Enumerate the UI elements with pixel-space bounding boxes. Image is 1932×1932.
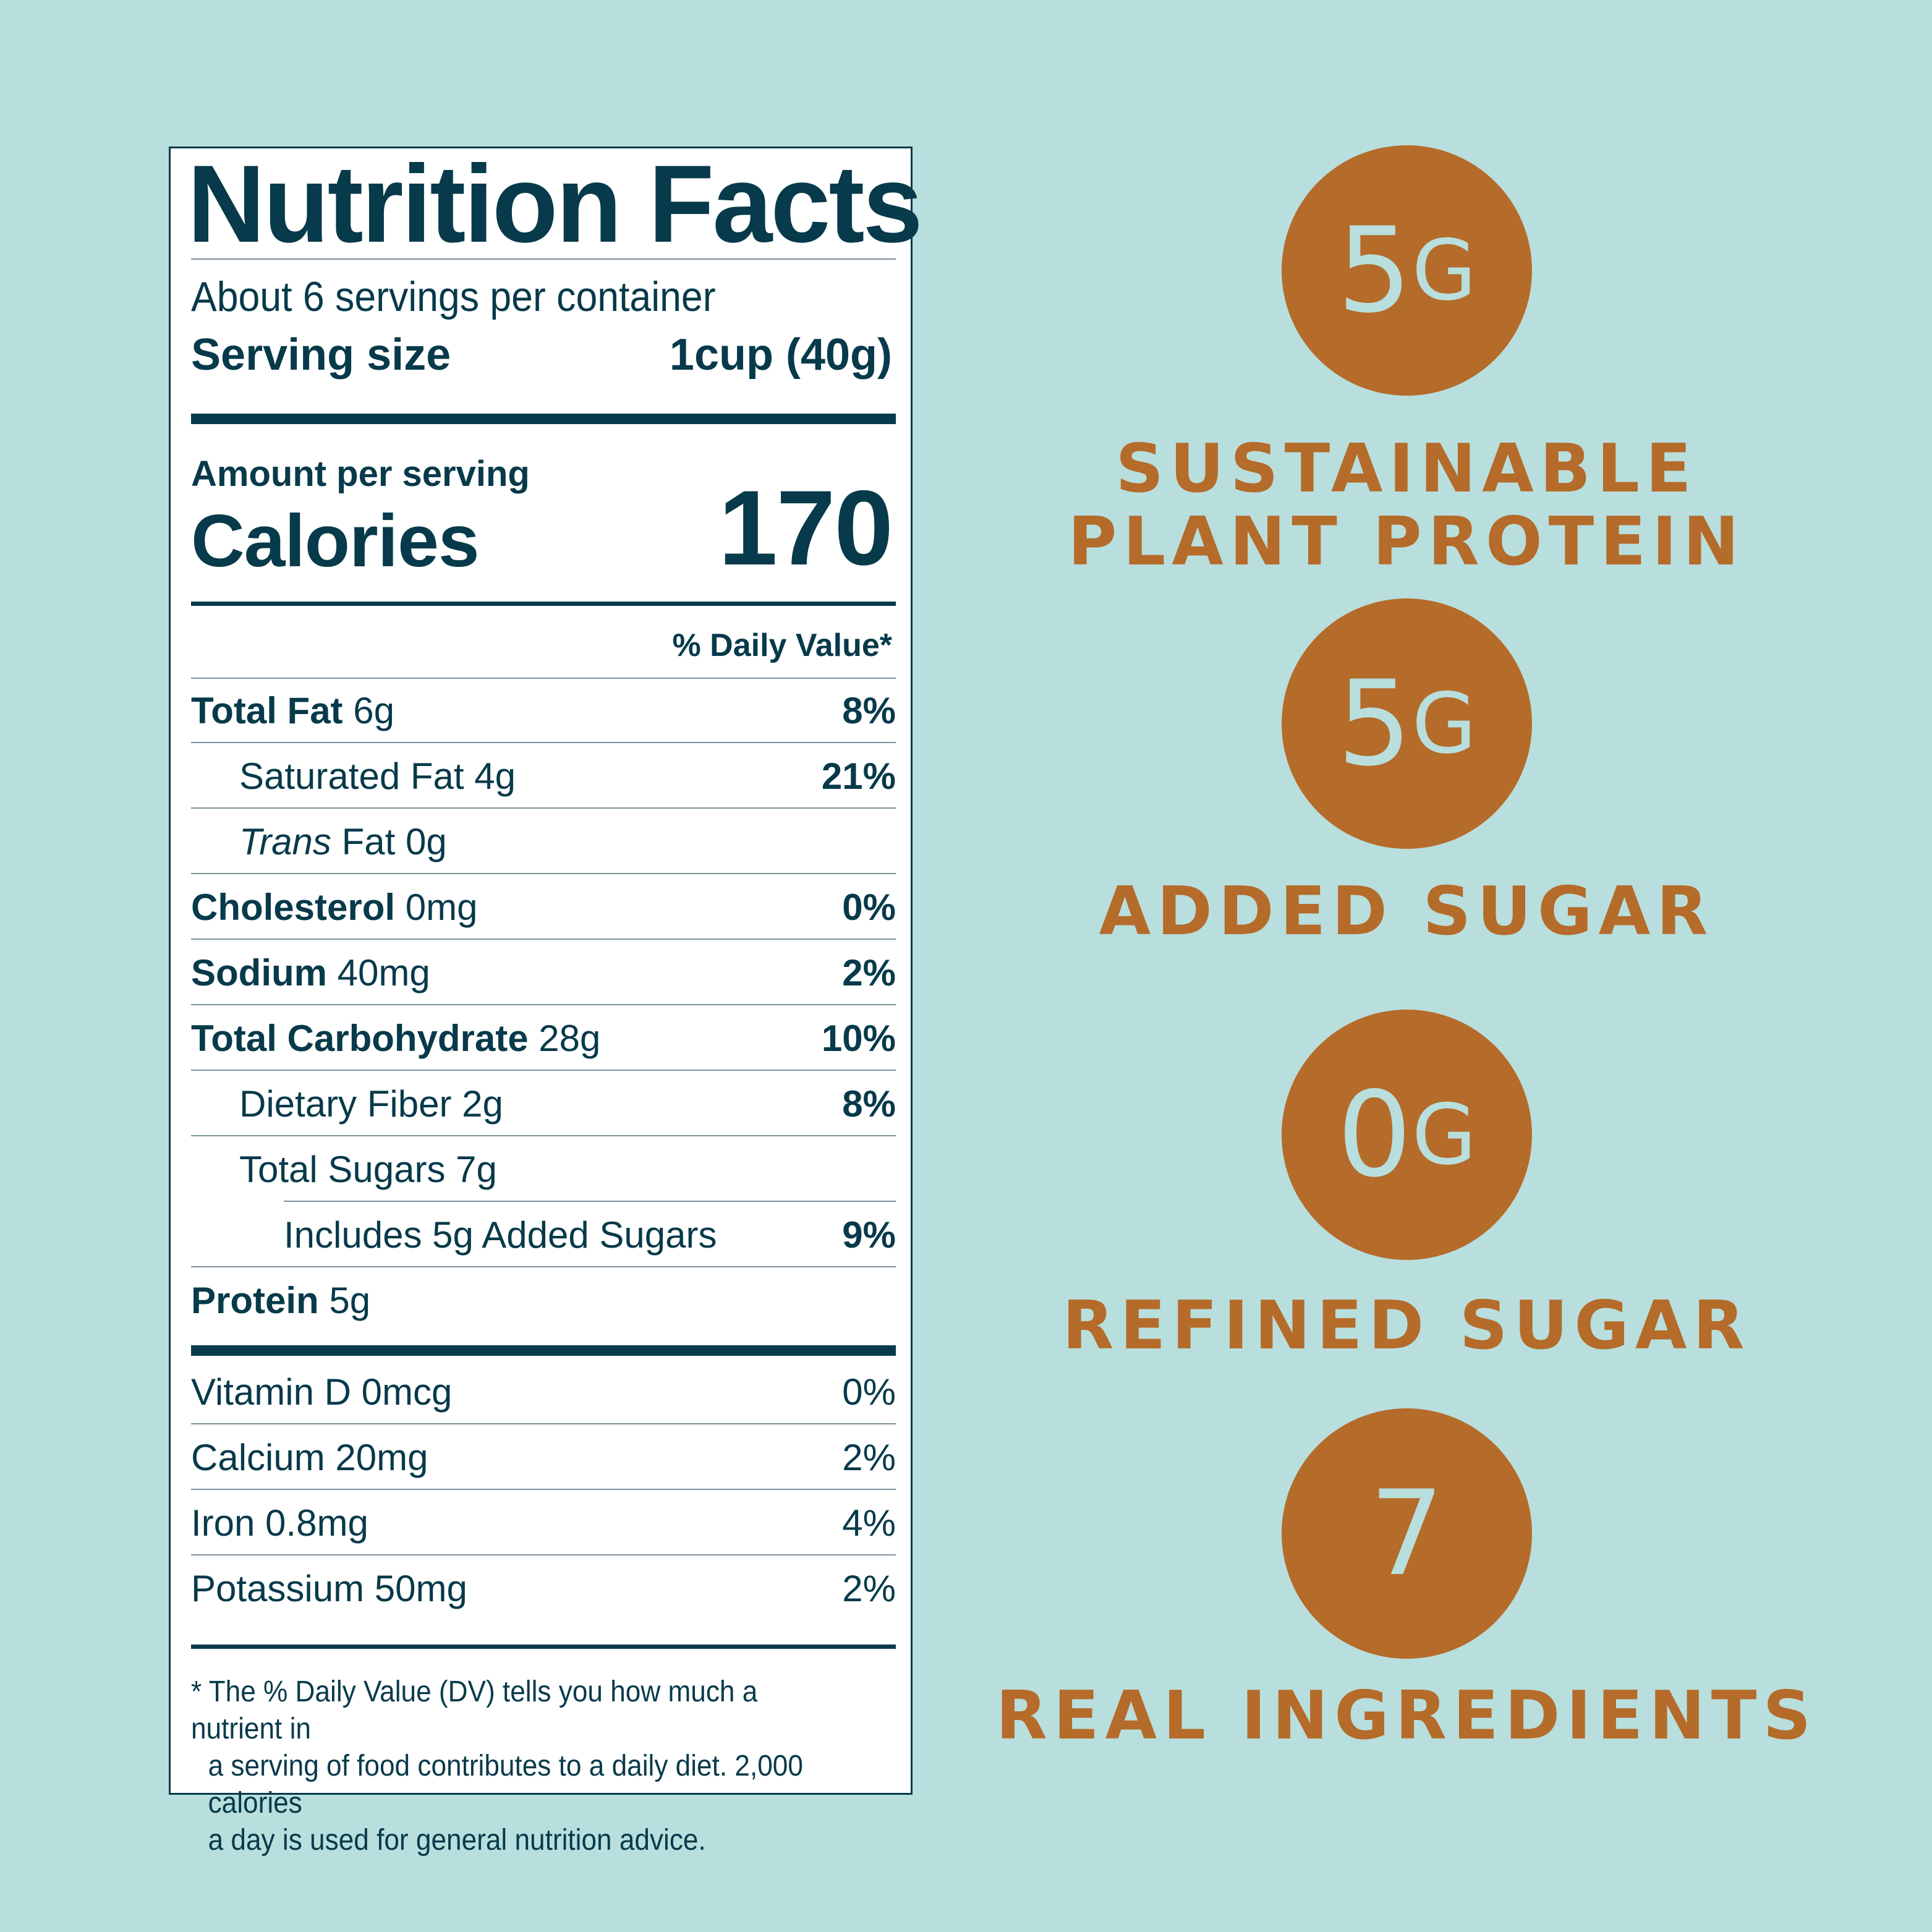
nutrient-row-total-fat: Total Fat 6g 8% — [191, 679, 896, 743]
row-divider — [191, 1070, 896, 1071]
vitamin-name: Calcium 20mg — [191, 1437, 428, 1478]
daily-value-footnote: * The % Daily Value (DV) tells you how m… — [191, 1674, 840, 1859]
vitamin-name: Potassium 50mg — [191, 1568, 467, 1609]
ingredients-caption: REAL INGREDIENTS — [958, 1680, 1855, 1753]
badge-unit: G — [1411, 1086, 1477, 1183]
medium-divider — [191, 1645, 896, 1649]
row-divider — [191, 1554, 896, 1555]
serving-size-label: Serving size — [191, 330, 451, 380]
row-divider — [191, 742, 896, 743]
footnote-line: * The % Daily Value (DV) tells you how m… — [191, 1675, 758, 1745]
nutrient-amount: 40mg — [327, 952, 430, 994]
ingredients-badge: 7 — [1282, 1408, 1532, 1659]
amount-per-serving: Amount per serving — [191, 454, 530, 494]
servings-per-container: About 6 servings per container — [191, 273, 716, 320]
vitamin-name: Iron 0.8mg — [191, 1502, 368, 1544]
nutrient-percent: 10% — [821, 1018, 896, 1059]
thick-divider — [191, 1345, 896, 1356]
nutrient-amount: Dietary Fiber 2g — [239, 1083, 503, 1125]
nutrient-percent: 8% — [842, 1083, 896, 1125]
vitamin-row-potassium: Potassium 50mg 2% — [191, 1557, 896, 1621]
nutrient-amount: 28g — [528, 1018, 601, 1059]
nutrient-percent: 2% — [842, 952, 896, 994]
serving-size-value: 1cup (40g) — [669, 330, 892, 380]
nutrient-name: Total Carbohydrate — [191, 1018, 529, 1059]
row-divider — [191, 1135, 896, 1136]
calories-label: Calories — [191, 500, 480, 582]
medium-divider — [191, 602, 896, 606]
row-divider — [191, 873, 896, 874]
vitamin-name: Vitamin D 0mcg — [191, 1371, 453, 1413]
nutrient-percent: 21% — [821, 755, 896, 797]
nutrition-facts-label: Nutrition Facts About 6 servings per con… — [169, 142, 923, 1857]
vitamin-row-iron: Iron 0.8mg 4% — [191, 1491, 896, 1555]
added-sugar-caption: ADDED SUGAR — [958, 875, 1855, 948]
nutrient-amount: Includes 5g Added Sugars — [284, 1214, 717, 1256]
nutrient-row-total-sugars: Total Sugars 7g — [191, 1138, 896, 1202]
row-divider — [191, 1423, 896, 1424]
nutrient-amount: 0mg — [395, 887, 478, 928]
nutrient-amount: 5g — [318, 1280, 371, 1321]
nutrient-amount: 6g — [343, 690, 394, 731]
nutrient-name-italic: Trans — [239, 821, 331, 862]
vitamin-percent: 2% — [842, 1568, 896, 1609]
nutrient-percent: 0% — [842, 887, 896, 928]
nutrient-amount: Fat 0g — [331, 821, 447, 862]
caption-line: PLANT PROTEIN — [1068, 503, 1745, 581]
nutrient-name: Cholesterol — [191, 887, 396, 928]
nutrient-row-trans-fat: Trans Fat 0g — [191, 810, 896, 874]
daily-value-header: % Daily Value* — [672, 628, 892, 663]
nutrient-amount: Saturated Fat 4g — [239, 755, 516, 797]
thick-divider — [191, 414, 896, 424]
badge-number: 5 — [1337, 655, 1412, 792]
nutrient-amount: Total Sugars 7g — [239, 1149, 497, 1190]
nutrient-row-protein: Protein 5g — [191, 1269, 896, 1333]
badge-number: 0 — [1337, 1066, 1412, 1203]
divider — [191, 678, 896, 679]
vitamin-percent: 2% — [842, 1437, 896, 1478]
vitamin-percent: 0% — [842, 1371, 896, 1413]
caption-line: REFINED SUGAR — [1062, 1287, 1751, 1364]
calories-value: 170 — [718, 469, 893, 587]
nutrient-row-added-sugars: Includes 5g Added Sugars 9% — [191, 1203, 896, 1267]
protein-caption: SUSTAINABLE PLANT PROTEIN — [958, 433, 1855, 579]
nutrient-name: Sodium — [191, 952, 327, 994]
nutrient-name: Total Fat — [191, 690, 343, 731]
row-divider — [191, 1266, 896, 1267]
divider — [191, 258, 896, 260]
nutrient-row-saturated-fat: Saturated Fat 4g 21% — [191, 744, 896, 809]
caption-line: ADDED SUGAR — [1099, 873, 1714, 950]
caption-line: REAL INGREDIENTS — [995, 1677, 1818, 1755]
nutrient-row-sodium: Sodium 40mg 2% — [191, 941, 896, 1005]
badge-unit: G — [1411, 675, 1477, 772]
footnote-line: a serving of food contributes to a daily… — [208, 1750, 803, 1819]
row-divider — [191, 938, 896, 940]
row-divider — [191, 1489, 896, 1490]
nutrient-row-dietary-fiber: Dietary Fiber 2g 8% — [191, 1072, 896, 1136]
badge-number: 5 — [1337, 202, 1412, 339]
vitamin-row-calcium: Calcium 20mg 2% — [191, 1426, 896, 1490]
badge-number: 7 — [1369, 1465, 1444, 1602]
footnote-line: a day is used for general nutrition advi… — [208, 1824, 706, 1857]
nutrient-percent: 8% — [842, 690, 896, 731]
row-divider — [191, 807, 896, 809]
label-title: Nutrition Facts — [187, 142, 923, 265]
caption-line: SUSTAINABLE — [1115, 430, 1698, 508]
vitamin-row-vitamin-d: Vitamin D 0mcg 0% — [191, 1360, 896, 1424]
nutrient-row-cholesterol: Cholesterol 0mg 0% — [191, 875, 896, 940]
nutrient-percent: 9% — [842, 1214, 896, 1256]
nutrient-name: Protein — [191, 1280, 319, 1321]
vitamin-percent: 4% — [842, 1502, 896, 1544]
row-divider — [191, 1004, 896, 1005]
nutrient-row-total-carbohydrate: Total Carbohydrate 28g 10% — [191, 1006, 896, 1071]
refined-sugar-caption: REFINED SUGAR — [958, 1290, 1855, 1363]
badge-unit: G — [1411, 222, 1477, 319]
row-divider — [284, 1201, 896, 1202]
